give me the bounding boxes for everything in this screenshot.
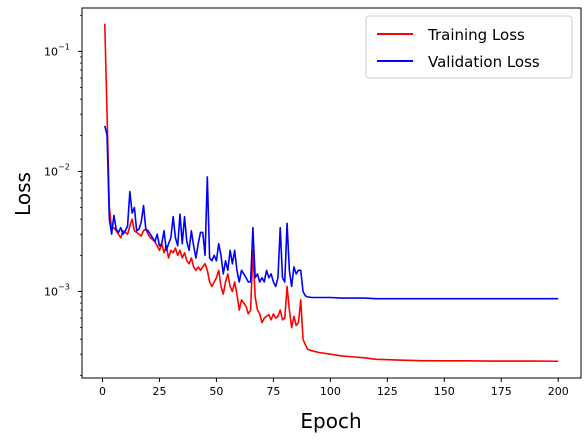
series-line-training-loss	[103, 23, 559, 363]
y-tick-exponent: −2	[58, 162, 70, 171]
legend: Training Loss Validation Loss	[365, 15, 573, 79]
series-layer	[103, 23, 559, 363]
x-tick-label: 100	[320, 385, 341, 398]
x-tick-label: 25	[152, 385, 166, 398]
x-tick-label: 150	[434, 385, 455, 398]
y-tick-label: 10	[44, 45, 58, 58]
y-tick-label: 10	[44, 285, 58, 298]
x-tick-label: 0	[99, 385, 106, 398]
legend-box	[365, 15, 573, 79]
y-axis-title: Loss	[11, 172, 35, 216]
y-tick-exponent: −3	[58, 282, 70, 291]
series-line-validation-loss	[104, 125, 559, 300]
x-tick-label: 200	[548, 385, 569, 398]
y-tick-label: 10	[44, 165, 58, 178]
legend-label-validation: Validation Loss	[428, 53, 540, 71]
y-axis-ticks: 10−310−210−1	[44, 42, 82, 298]
x-tick-label: 125	[377, 385, 398, 398]
x-axis-title: Epoch	[300, 409, 361, 433]
x-tick-label: 50	[209, 385, 223, 398]
x-tick-label: 175	[491, 385, 512, 398]
y-tick-exponent: −1	[58, 42, 70, 51]
legend-label-training: Training Loss	[427, 26, 525, 44]
x-axis-ticks: 0 25 50 75 100 125 150 175 200	[99, 378, 569, 398]
x-tick-label: 75	[266, 385, 280, 398]
plot-frame	[81, 7, 582, 379]
